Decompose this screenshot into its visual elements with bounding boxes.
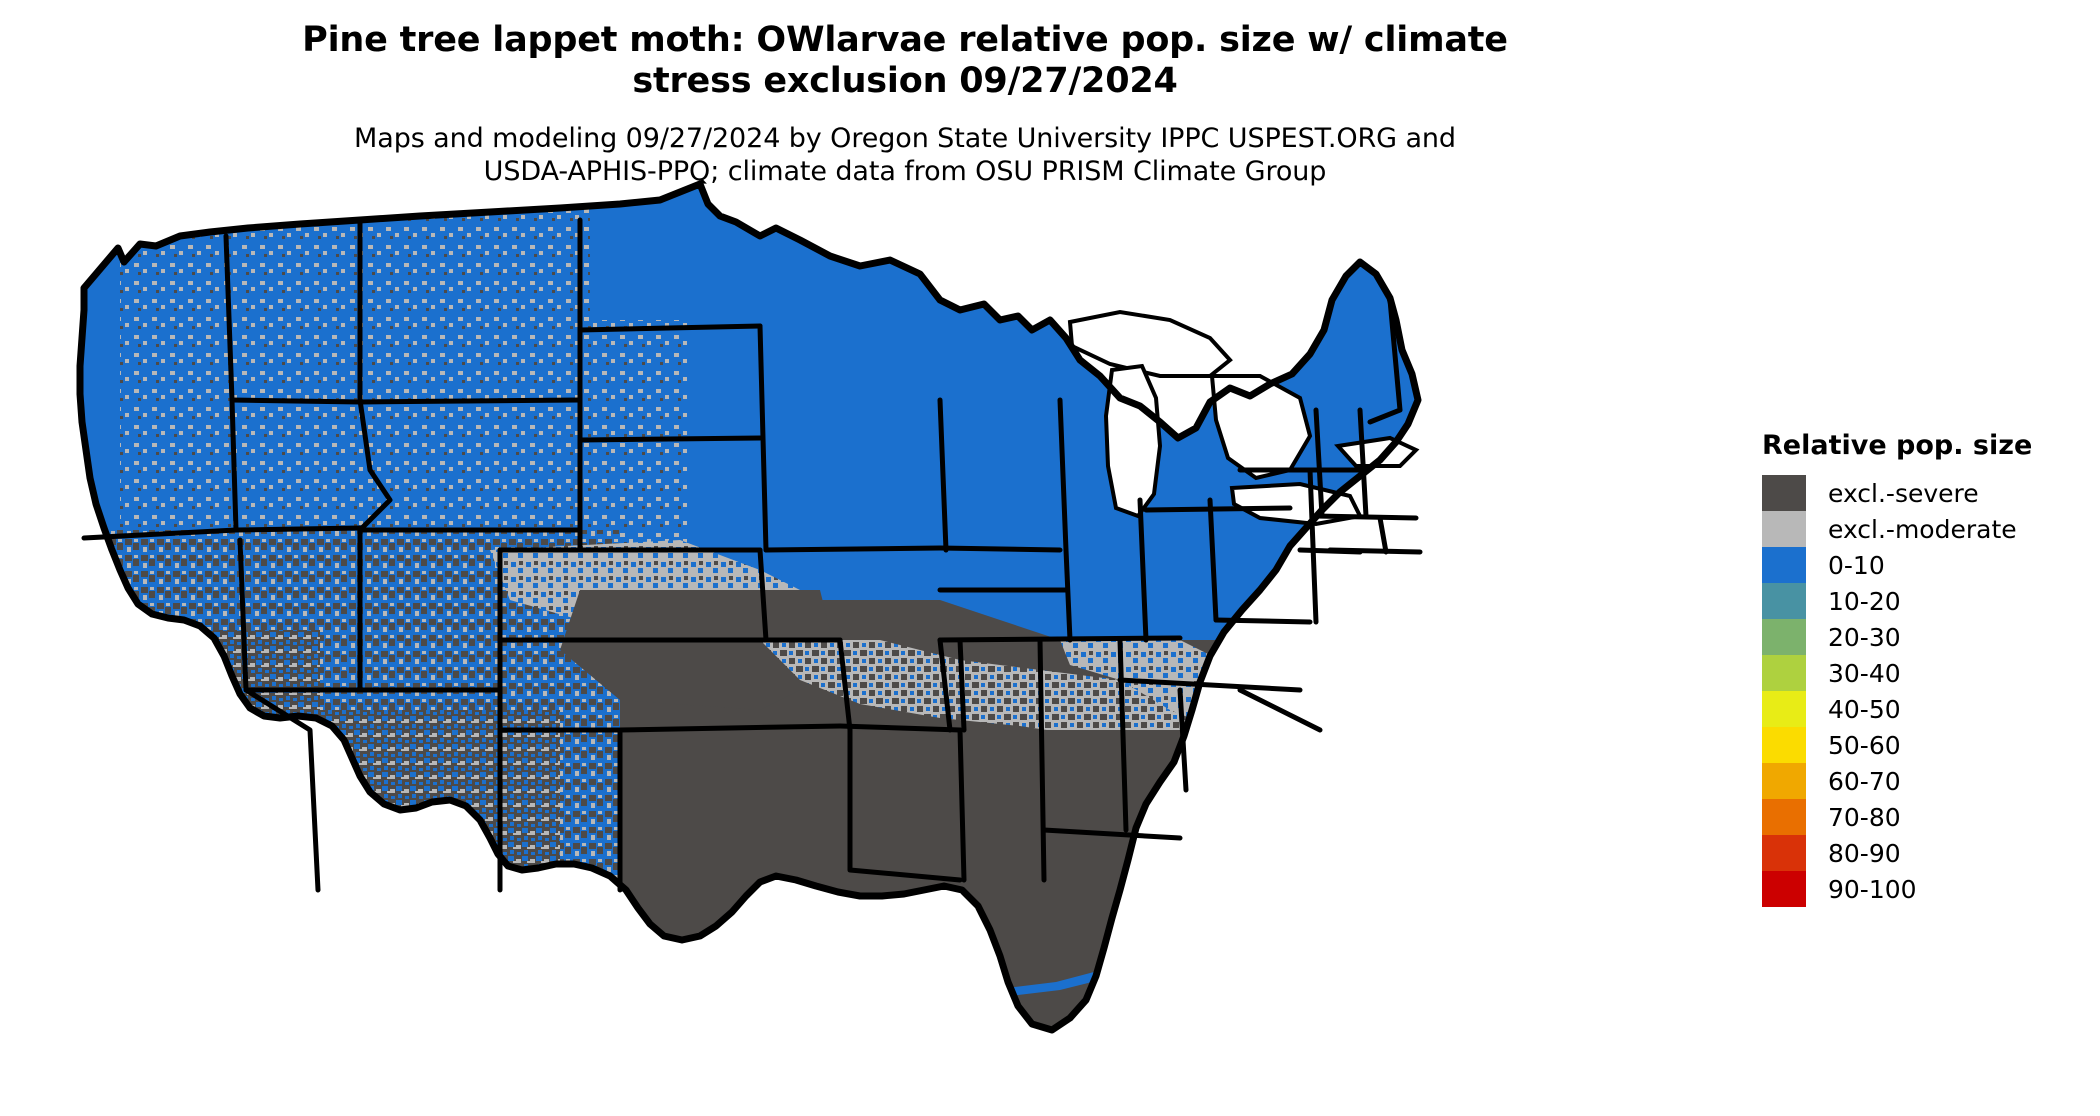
legend-swatch-50-60 [1762,727,1806,763]
map-canvas [60,170,1750,1100]
legend-swatch-excl-moderate [1762,511,1806,547]
class-region-southern-transition [760,640,1300,750]
great-lakes [1067,309,1420,527]
legend-label-20-30: 20-30 [1828,622,1901,652]
page-subtitle: Maps and modeling 09/27/2024 by Oregon S… [0,123,1810,189]
legend-item-excl-severe[interactable]: excl.-severe [1762,475,2082,511]
legend-label-excl-moderate: excl.-moderate [1828,514,2017,544]
class-region-deep-south-severe [620,730,1380,1030]
legend-rows: excl.-severe excl.-moderate 0-10 10-20 2… [1762,475,2082,907]
class-region-california-mottled [90,630,320,890]
state-boundaries [81,217,1423,893]
page-title: Pine tree lappet moth: OWlarvae relative… [0,20,1810,103]
lake-michigan [1103,363,1163,519]
subtitle-line-1: Maps and modeling 09/27/2024 by Oregon S… [354,122,1456,154]
legend-label-40-50: 40-50 [1828,694,1901,724]
legend-item-0-10[interactable]: 0-10 [1762,547,2082,583]
legend-item-30-40[interactable]: 30-40 [1762,655,2082,691]
title-line-2: stress exclusion 09/27/2024 [632,61,1178,102]
legend-title: Relative pop. size [1762,430,2033,461]
legend-label-70-80: 70-80 [1828,802,1901,832]
legend-swatch-80-90 [1762,835,1806,871]
legend-swatch-excl-severe [1762,475,1806,511]
lake-superior [1067,309,1233,378]
national-outline [76,180,1422,1034]
legend-swatch-60-70 [1762,763,1806,799]
legend-swatch-40-50 [1762,691,1806,727]
title-block: Pine tree lappet moth: OWlarvae relative… [0,20,1810,188]
subtitle-line-2: USDA-APHIS-PPQ; climate data from OSU PR… [483,155,1327,187]
legend-label-90-100: 90-100 [1828,874,1917,904]
legend-swatch-70-80 [1762,799,1806,835]
legend-item-90-100[interactable]: 90-100 [1762,871,2082,907]
map-legend: Relative pop. size excl.-severe excl.-mo… [1762,430,2082,907]
legend-label-60-70: 60-70 [1828,766,1901,796]
raster-classification-layer [80,184,1418,1030]
legend-swatch-30-40 [1762,655,1806,691]
us-choropleth-map [76,180,1423,1034]
class-region-plains-severe [560,590,840,710]
legend-label-50-60: 50-60 [1828,730,1901,760]
legend-item-excl-moderate[interactable]: excl.-moderate [1762,511,2082,547]
legend-item-60-70[interactable]: 60-70 [1762,763,2082,799]
legend-label-80-90: 80-90 [1828,838,1901,868]
legend-item-10-20[interactable]: 10-20 [1762,583,2082,619]
legend-label-excl-severe: excl.-severe [1828,478,1979,508]
legend-item-20-30[interactable]: 20-30 [1762,619,2082,655]
legend-swatch-90-100 [1762,871,1806,907]
legend-swatch-20-30 [1762,619,1806,655]
legend-item-50-60[interactable]: 50-60 [1762,727,2082,763]
legend-label-0-10: 0-10 [1828,550,1885,580]
legend-swatch-10-20 [1762,583,1806,619]
legend-item-80-90[interactable]: 80-90 [1762,835,2082,871]
legend-label-10-20: 10-20 [1828,586,1901,616]
legend-label-30-40: 30-40 [1828,658,1901,688]
legend-swatch-0-10 [1762,547,1806,583]
legend-item-70-80[interactable]: 70-80 [1762,799,2082,835]
title-line-1: Pine tree lappet moth: OWlarvae relative… [302,20,1508,60]
legend-item-40-50[interactable]: 40-50 [1762,691,2082,727]
